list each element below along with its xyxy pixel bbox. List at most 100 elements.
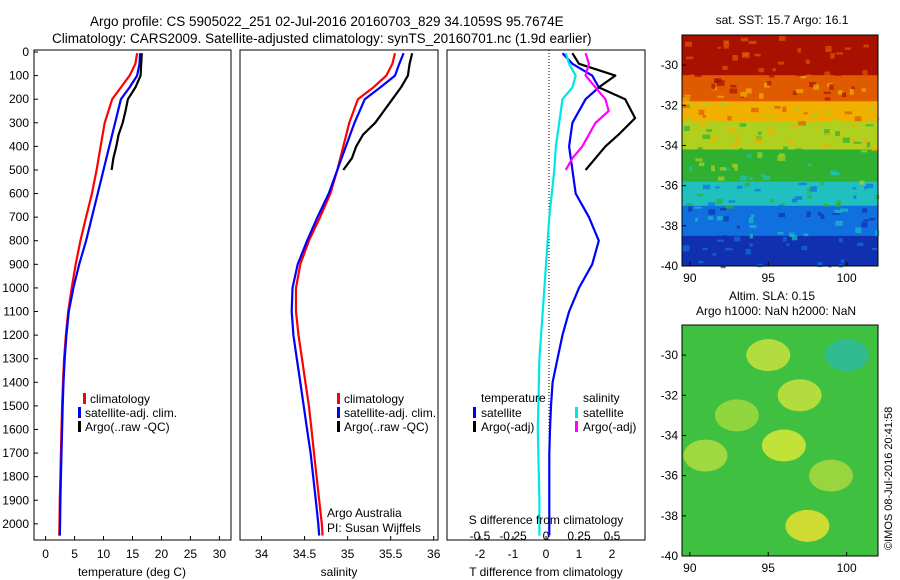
heatmap-cell [710, 139, 716, 144]
heatmap-cell [869, 108, 875, 113]
heatmap-cell [704, 257, 709, 263]
heatmap-cell [695, 158, 703, 162]
heatmap-cell [810, 112, 819, 118]
x-tick-label: 10 [97, 547, 111, 561]
heatmap-cell [875, 230, 880, 236]
heatmap-cell [768, 132, 774, 136]
heatmap-cell [724, 168, 730, 171]
heatmap-cell [866, 183, 874, 189]
heatmap-cell [721, 235, 728, 239]
heatmap-cell [842, 92, 847, 98]
heatmap-cell [739, 175, 748, 181]
heatmap-cell [865, 251, 873, 255]
heatmap-cell [760, 173, 765, 177]
heatmap-cell [838, 237, 843, 243]
s-tick-label: -0.25 [499, 529, 527, 543]
sla-subtitle: Argo h1000: NaN h2000: NaN [696, 304, 856, 318]
temperature-xlabel: temperature (deg C) [78, 565, 186, 579]
heatmap-cell [772, 236, 781, 242]
s-tick-label: 0.5 [604, 529, 621, 543]
heatmap-cell [849, 235, 854, 239]
heatmap-cell [769, 114, 774, 120]
difference-panel: -2 -1 0 1 2 -0.5 -0.25 0 0.25 0.5 S difference fr… [446, 49, 646, 579]
heatmap-cell [807, 163, 812, 167]
heatmap-cell [708, 209, 716, 215]
series-line [110, 53, 143, 171]
heatmap-cell [834, 209, 842, 213]
heatmap-cell [758, 68, 765, 73]
heatmap-cell [852, 69, 856, 75]
heatmap-cell [836, 52, 843, 55]
heatmap-cell [788, 232, 795, 238]
heatmap-cell [863, 44, 869, 48]
heatmap-cell [687, 260, 692, 264]
heatmap-cell [754, 188, 761, 192]
heatmap-band [682, 121, 878, 150]
heatmap-cell [720, 207, 727, 211]
heatmap-cell [777, 155, 786, 162]
heatmap-cell [869, 238, 877, 242]
heatmap-cell [803, 233, 809, 237]
heatmap-cell [823, 91, 831, 95]
heatmap-cell [861, 88, 867, 92]
heatmap-cell [712, 253, 716, 256]
heatmap-cell [725, 41, 729, 45]
y-tick-label: -30 [661, 348, 679, 362]
heatmap-cell [716, 80, 725, 86]
salinity-legend: climatology satellite-adj. clim. Argo(..… [337, 392, 436, 434]
heatmap-cell [769, 73, 775, 78]
heatmap-cell [749, 233, 753, 239]
series-line [294, 52, 397, 536]
heatmap-cell [777, 53, 784, 56]
x-tick-label: 25 [184, 547, 198, 561]
heatmap-cell [688, 206, 693, 212]
heatmap-cell [753, 257, 760, 263]
heatmap-cell [786, 140, 794, 144]
heatmap-cell [807, 188, 811, 194]
y-tick-label: 0 [22, 45, 29, 59]
series-line [571, 52, 637, 171]
legend-swatch-argo [78, 421, 81, 432]
heatmap-cell [732, 54, 738, 61]
temperature-lines [58, 53, 143, 536]
heatmap-cell [734, 165, 738, 171]
y-tick-label: 1400 [2, 375, 29, 389]
heatmap-cell [716, 216, 725, 221]
heatmap-cell [824, 129, 830, 135]
y-tick-label: 1600 [2, 422, 29, 436]
y-tick-label: -30 [661, 58, 679, 72]
heatmap-cell [703, 42, 711, 45]
heatmap-cell [864, 186, 868, 190]
s-tick-label: -0.5 [470, 529, 491, 543]
heatmap-cell [873, 60, 878, 66]
heatmap-cell [867, 247, 875, 252]
heatmap-cell [741, 262, 749, 265]
y-tick-label: -40 [661, 259, 679, 273]
heatmap-band [682, 181, 878, 207]
heatmap-cell [711, 83, 715, 90]
heatmap-cell [759, 93, 764, 99]
heatmap-cell [798, 182, 807, 186]
heatmap-cell [777, 232, 784, 235]
heatmap-cell [837, 133, 843, 136]
t-difference-label: T difference from climatology [469, 565, 623, 579]
heatmap-cell [862, 70, 868, 76]
heatmap-cell [739, 123, 747, 127]
heatmap-cell [795, 148, 803, 152]
heatmap-blob [746, 339, 791, 372]
series-line [564, 52, 610, 171]
heatmap-cell [761, 114, 766, 118]
heatmap-cell [801, 40, 808, 43]
sst-heatmap [682, 35, 880, 269]
heatmap-blob [785, 509, 830, 542]
heatmap-cell [723, 45, 729, 49]
heatmap-cell [807, 39, 811, 43]
sla-heatmap [682, 325, 878, 556]
heatmap-cell [830, 170, 838, 176]
x-tick-label: 95 [762, 271, 776, 285]
heatmap-cell [865, 124, 874, 127]
x-tick-label: 90 [683, 561, 697, 575]
heatmap-cell [872, 247, 878, 251]
x-tick-label: 0 [543, 547, 550, 561]
